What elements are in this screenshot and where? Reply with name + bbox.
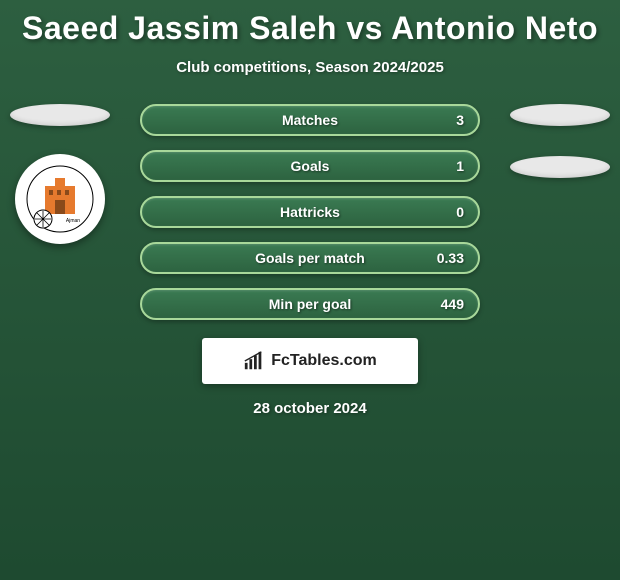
ajman-club-icon: Ajman [25,164,95,234]
stat-label: Hattricks [280,204,340,220]
player-left-photo-placeholder [10,104,110,126]
stat-right-value: 0.33 [437,250,464,266]
stat-row-goals-per-match: Goals per match 0.33 [140,242,480,274]
stat-row-hattricks: Hattricks 0 [140,196,480,228]
comparison-panel: Ajman Matches 3 Goals 1 Hattricks 0 Goal… [0,104,620,417]
stat-label: Matches [282,112,338,128]
stat-right-value: 3 [456,112,464,128]
player-right-club-placeholder [510,156,610,178]
stat-label: Goals per match [255,250,365,266]
stat-row-min-per-goal: Min per goal 449 [140,288,480,320]
svg-text:Ajman: Ajman [66,218,80,224]
brand-badge[interactable]: FcTables.com [202,338,418,384]
stat-label: Min per goal [269,296,351,312]
player-left-column: Ajman [0,104,120,244]
page-title: Saeed Jassim Saleh vs Antonio Neto [0,0,620,47]
player-right-photo-placeholder [510,104,610,126]
bar-chart-icon [243,350,265,372]
date-label: 28 october 2024 [0,400,620,417]
stat-right-value: 1 [456,158,464,174]
stat-row-goals: Goals 1 [140,150,480,182]
stat-right-value: 0 [456,204,464,220]
stat-row-matches: Matches 3 [140,104,480,136]
stats-list: Matches 3 Goals 1 Hattricks 0 Goals per … [140,104,480,320]
brand-label: FcTables.com [271,352,377,370]
stat-label: Goals [291,158,330,174]
subtitle: Club competitions, Season 2024/2025 [0,59,620,76]
player-right-column [500,104,620,178]
player-left-club-logo: Ajman [15,154,105,244]
stat-right-value: 449 [441,296,464,312]
